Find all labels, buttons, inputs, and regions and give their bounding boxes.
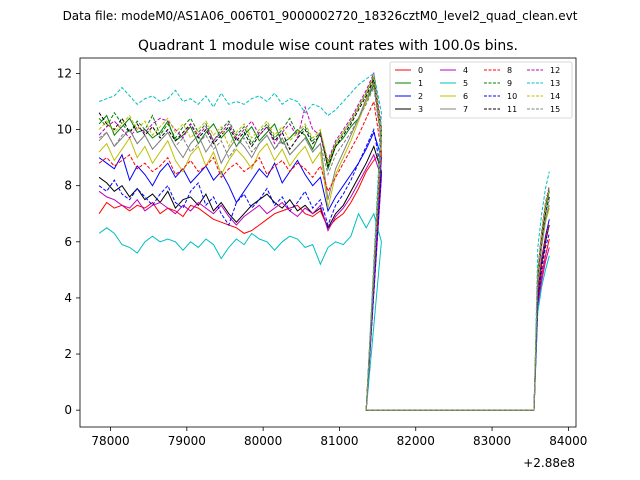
x-tick-label: 78000 bbox=[91, 434, 129, 448]
legend-label-1: 1 bbox=[418, 79, 423, 88]
plot-frame bbox=[79, 57, 577, 428]
series-line-10 bbox=[98, 127, 550, 411]
legend-label-11: 11 bbox=[507, 105, 517, 114]
series-line-13 bbox=[98, 72, 550, 411]
legend-label-7: 7 bbox=[463, 105, 468, 114]
legend-label-6: 6 bbox=[463, 92, 468, 101]
legend-label-4: 4 bbox=[463, 66, 468, 75]
legend-label-9: 9 bbox=[507, 79, 512, 88]
legend-box bbox=[389, 61, 573, 119]
legend-label-13: 13 bbox=[550, 79, 560, 88]
legend-label-8: 8 bbox=[507, 66, 512, 75]
x-offset-label: +2.88e8 bbox=[523, 456, 575, 470]
x-tick-label: 82000 bbox=[397, 434, 435, 448]
y-tick-label: 8 bbox=[64, 179, 72, 193]
y-tick-label: 12 bbox=[57, 66, 72, 80]
y-tick-label: 2 bbox=[64, 347, 72, 361]
series-line-14 bbox=[98, 74, 550, 411]
series-lines bbox=[98, 71, 550, 411]
legend-label-3: 3 bbox=[418, 105, 423, 114]
y-tick-label: 4 bbox=[64, 291, 72, 305]
x-tick-label: 80000 bbox=[244, 434, 282, 448]
legend-label-5: 5 bbox=[463, 79, 468, 88]
x-tick-label: 79000 bbox=[168, 434, 206, 448]
legend-label-14: 14 bbox=[550, 92, 560, 101]
legend-label-2: 2 bbox=[418, 92, 423, 101]
x-tick-label: 83000 bbox=[473, 434, 511, 448]
legend-label-0: 0 bbox=[418, 66, 423, 75]
y-tick-label: 6 bbox=[64, 235, 72, 249]
series-line-15 bbox=[98, 85, 550, 411]
axis-ticks: 78000 79000 80000 81000 82000 83000 84000 0 2 4 6 8… bbox=[57, 66, 588, 448]
chart-suptitle: Data file: modeM0/AS1A06_006T01_90000027… bbox=[63, 9, 578, 23]
chart-title: Quadrant 1 module wise count rates with … bbox=[138, 38, 518, 54]
legend-label-15: 15 bbox=[550, 105, 560, 114]
x-tick-label: 84000 bbox=[549, 434, 587, 448]
legend-label-12: 12 bbox=[550, 66, 560, 75]
legend-label-10: 10 bbox=[507, 92, 517, 101]
y-tick-label: 0 bbox=[64, 403, 72, 417]
y-tick-label: 10 bbox=[57, 123, 72, 137]
x-tick-label: 81000 bbox=[320, 434, 358, 448]
